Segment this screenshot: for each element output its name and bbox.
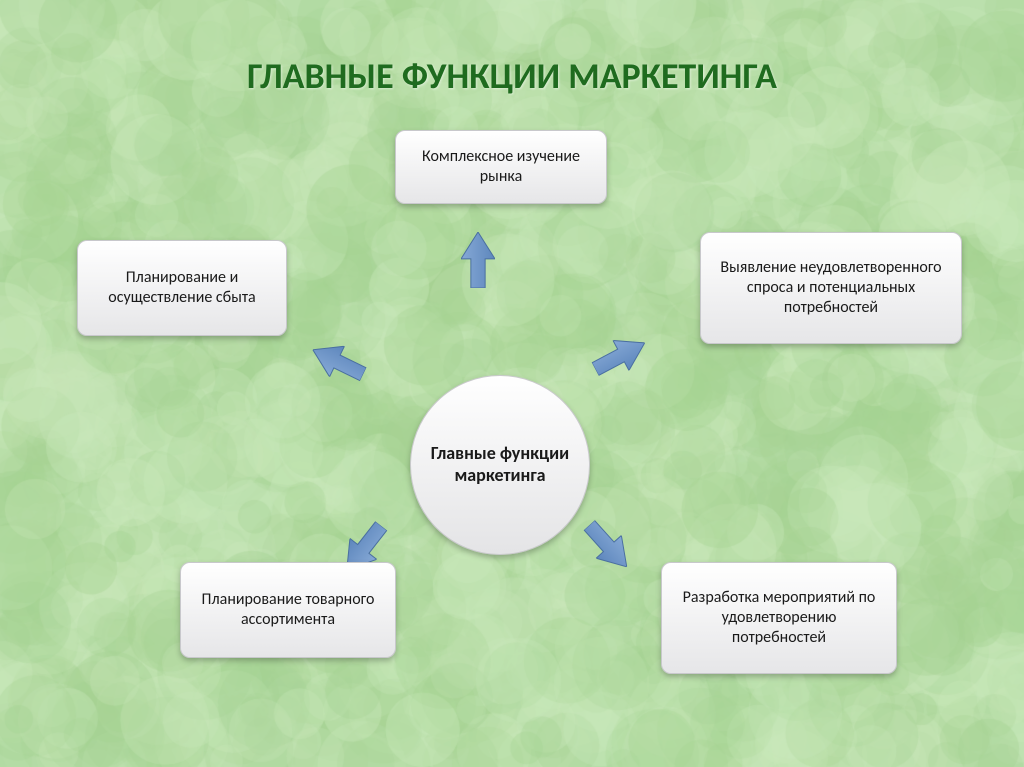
leaf-node: Комплексное изучение рынка <box>395 130 607 204</box>
leaf-node-label: Разработка мероприятий по удовлетворению… <box>676 588 882 648</box>
leaf-node-label: Выявление неудовлетворенного спроса и по… <box>715 258 947 318</box>
slide-title: ГЛАВНЫЕ ФУНКЦИИ МАРКЕТИНГА <box>0 54 1024 98</box>
center-node: Главные функции маркетинга <box>410 375 590 555</box>
leaf-node-label: Планирование товарного ассортимента <box>195 590 381 630</box>
center-node-label: Главные функции маркетинга <box>421 443 579 486</box>
arrow-icon <box>461 232 495 288</box>
leaf-node: Выявление неудовлетворенного спроса и по… <box>700 232 962 344</box>
leaf-node: Планирование и осуществление сбыта <box>77 240 287 336</box>
leaf-node-label: Планирование и осуществление сбыта <box>92 268 272 308</box>
leaf-node: Разработка мероприятий по удовлетворению… <box>661 562 897 674</box>
slide: ГЛАВНЫЕ ФУНКЦИИ МАРКЕТИНГА <box>0 0 1024 767</box>
leaf-node: Планирование товарного ассортимента <box>180 562 396 658</box>
leaf-node-label: Комплексное изучение рынка <box>410 147 592 187</box>
